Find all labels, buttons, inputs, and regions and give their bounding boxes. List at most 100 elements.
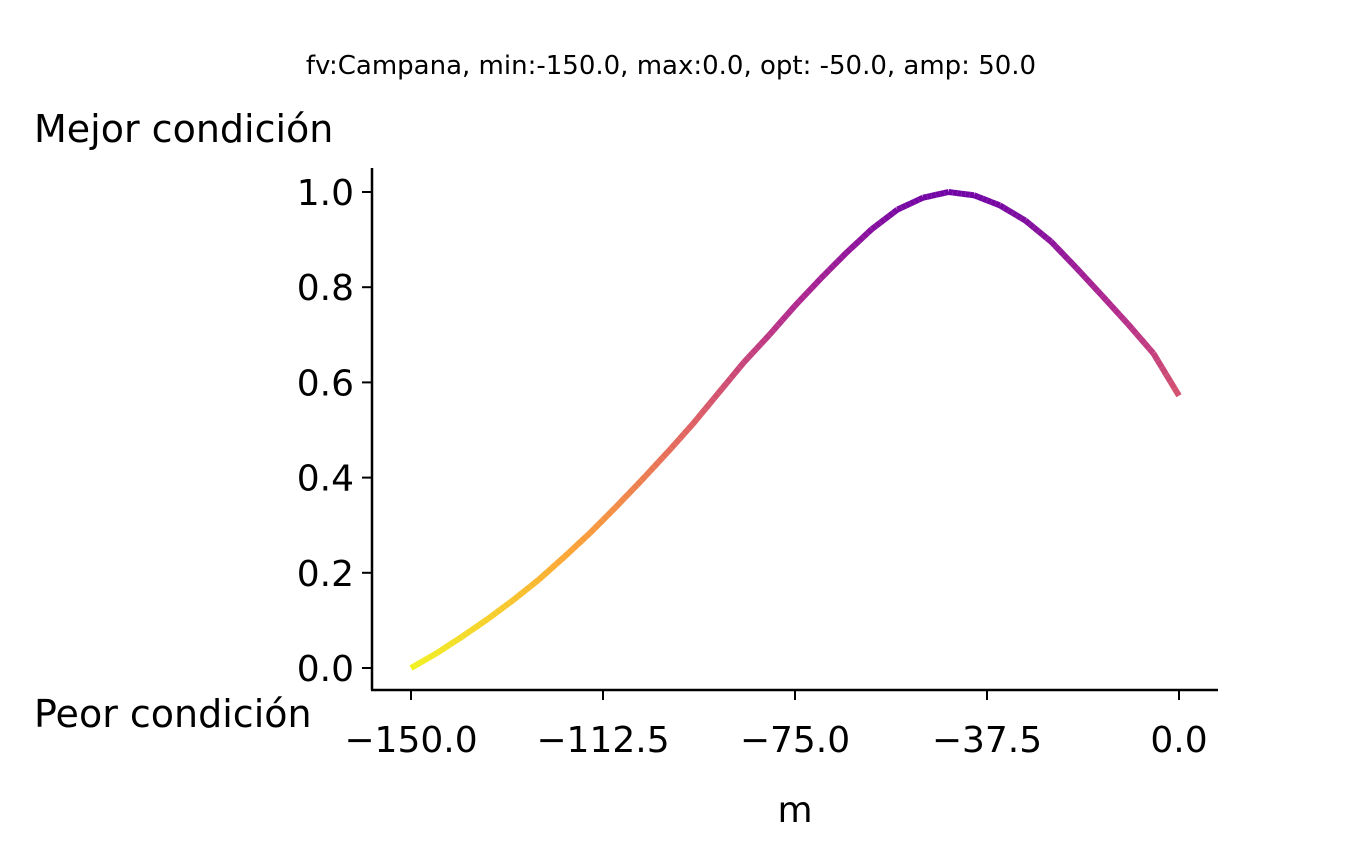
curve-segment xyxy=(865,226,874,236)
curve-segment xyxy=(913,196,920,205)
curve-segment xyxy=(1172,387,1182,398)
curve-segment xyxy=(1159,365,1169,377)
curve-segment xyxy=(592,522,601,531)
curve-segment xyxy=(460,631,469,640)
curve-segment xyxy=(728,370,738,380)
curve-segment xyxy=(1019,215,1027,224)
x-tick-label: −37.5 xyxy=(932,720,1042,761)
curve-segment xyxy=(566,546,576,555)
curve-segment xyxy=(1023,218,1032,227)
y-tick-label: 0.4 xyxy=(297,459,354,500)
curve-segment xyxy=(452,636,460,645)
curve-segment xyxy=(930,191,937,199)
curve-segment xyxy=(1082,275,1092,285)
curve-segment xyxy=(878,216,887,226)
curve-segment xyxy=(904,200,912,209)
curve-segment xyxy=(715,386,725,396)
curve-segment xyxy=(549,561,559,571)
curve-segment xyxy=(754,341,764,351)
curve-segment xyxy=(948,189,954,196)
curve-segment xyxy=(994,200,1001,209)
curve-segment xyxy=(656,455,665,465)
curve-segment xyxy=(486,613,494,622)
curve-segment xyxy=(724,375,734,385)
curve-segment xyxy=(1117,312,1126,322)
curve-segment xyxy=(575,538,584,547)
curve-segment xyxy=(792,299,802,308)
curve-segment xyxy=(1121,317,1131,326)
curve-segment xyxy=(788,303,798,313)
curve-segment xyxy=(917,194,925,203)
curve-segment xyxy=(1108,303,1118,312)
curve-segment xyxy=(1036,228,1045,237)
curve-segment xyxy=(827,263,836,273)
curve-segment xyxy=(1061,252,1071,262)
curve-segment xyxy=(647,464,657,474)
curve-segment xyxy=(686,422,695,432)
curve-segment xyxy=(481,616,490,625)
curve-segment xyxy=(439,645,447,653)
curve-segment xyxy=(1146,346,1156,356)
curve-segment xyxy=(507,597,516,606)
curve-segment xyxy=(643,469,653,478)
curve-segment xyxy=(515,590,524,599)
curve-segment xyxy=(1002,205,1010,213)
curve-segment xyxy=(579,534,588,543)
curve-segment xyxy=(1070,261,1079,271)
curve-segment xyxy=(758,337,768,347)
curve-segment xyxy=(698,406,708,416)
curve-segment xyxy=(613,500,623,510)
curve-segment xyxy=(900,202,908,211)
curve-segment xyxy=(413,660,422,669)
curve-segment xyxy=(961,190,967,198)
curve-segment xyxy=(409,662,417,671)
curve-segment xyxy=(981,195,989,204)
curve-segment xyxy=(1027,221,1036,230)
curve-segment xyxy=(541,569,550,578)
curve-segment xyxy=(1125,321,1135,331)
curve-segment xyxy=(1091,284,1101,294)
curve-segment xyxy=(1011,210,1019,219)
curve-segment xyxy=(490,610,499,619)
curve-segment xyxy=(1078,270,1088,280)
top-label: Mejor condición xyxy=(34,107,333,151)
curve-segment xyxy=(861,230,870,240)
curve-segment xyxy=(1099,293,1109,303)
curve-segment xyxy=(814,276,823,286)
curve-segment xyxy=(896,204,903,213)
curve-segment xyxy=(609,504,618,514)
curve-segment xyxy=(935,190,941,198)
curve-segment xyxy=(1142,341,1152,351)
curve-segment xyxy=(998,202,1006,211)
x-axis-label: m xyxy=(777,790,812,831)
curve-segment xyxy=(664,446,674,455)
curve-segment xyxy=(1015,212,1023,221)
curve-segment xyxy=(622,491,631,501)
curve-segment xyxy=(583,530,593,539)
x-tick-label: 0.0 xyxy=(1150,720,1207,761)
curve-segment xyxy=(809,281,819,290)
curve-segment xyxy=(694,412,704,422)
curve-segment xyxy=(626,487,636,496)
axes: −150.0 −112.5 −75.0 −37.5 0.0 0.0 0.2 0.4 0.6 0.8… xyxy=(297,168,1218,761)
curve-segment xyxy=(1006,207,1015,216)
curve-segment xyxy=(745,351,755,360)
curve-segment xyxy=(677,431,687,441)
curve-segment xyxy=(1074,266,1084,275)
y-tick-label: 1.0 xyxy=(297,173,354,214)
curve-segment xyxy=(771,323,781,332)
curve-segment xyxy=(848,242,857,252)
curve-segment xyxy=(887,210,895,219)
curve-segment xyxy=(1095,289,1105,298)
curve-segment xyxy=(707,396,717,406)
curve-segment xyxy=(571,542,580,551)
curve-segment xyxy=(528,580,537,589)
data-curve xyxy=(409,189,1182,671)
curve-segment xyxy=(690,417,700,427)
curve-segment xyxy=(1044,235,1053,244)
curve-segment xyxy=(1032,225,1041,234)
curve-segment xyxy=(737,360,747,370)
bottom-label: Peor condición xyxy=(34,692,312,736)
curve-segment xyxy=(562,550,571,559)
